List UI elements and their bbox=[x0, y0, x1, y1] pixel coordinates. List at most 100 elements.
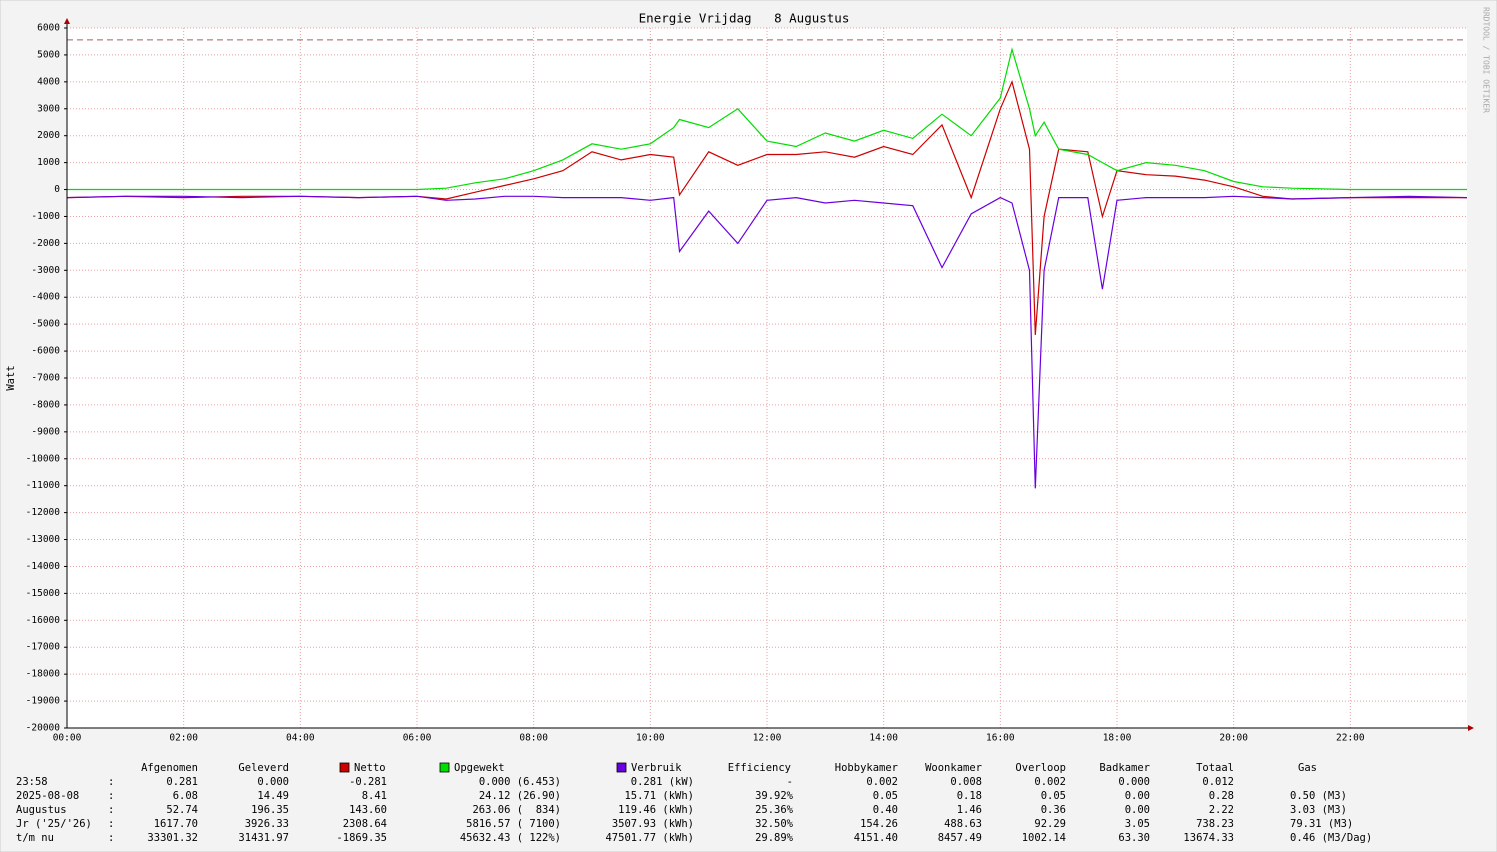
x-tick-label: 00:00 bbox=[53, 733, 82, 744]
x-tick-label: 10:00 bbox=[636, 733, 665, 744]
table-cell: -0.281 bbox=[349, 776, 387, 788]
table-cell: 24.12 (26.90) bbox=[479, 790, 561, 802]
series-line bbox=[66, 79, 1467, 335]
row-label: 23:58 bbox=[16, 776, 48, 788]
table-cell: 5816.57 ( 7100) bbox=[466, 818, 561, 830]
table-cell: 263.06 ( 834) bbox=[472, 804, 561, 816]
table-cell: 154.26 bbox=[860, 818, 898, 830]
table-cell: 3.03 (M3) bbox=[1290, 804, 1347, 816]
row-label: Augustus bbox=[16, 804, 67, 816]
row-label: 2025-08-08 bbox=[16, 790, 79, 802]
table-cell: 32.50% bbox=[755, 818, 794, 830]
row-separator: : bbox=[108, 832, 114, 844]
table-cell: 1002.14 bbox=[1022, 832, 1066, 844]
y-tick-label: -1000 bbox=[31, 211, 60, 222]
x-tick-label: 04:00 bbox=[286, 733, 315, 744]
table-cell: -1869.35 bbox=[336, 832, 387, 844]
row-separator: : bbox=[108, 804, 114, 816]
y-tick-label: 0 bbox=[54, 184, 60, 195]
table-cell: 0.002 bbox=[866, 776, 898, 788]
table-cell: 92.29 bbox=[1034, 818, 1066, 830]
x-tick-label: 06:00 bbox=[403, 733, 432, 744]
table-cell: 0.000 bbox=[257, 776, 289, 788]
table-header: Efficiency bbox=[728, 762, 791, 774]
table-cell: 47501.77 (kWh) bbox=[605, 832, 694, 844]
row-separator: : bbox=[108, 776, 114, 788]
table-cell: 0.002 bbox=[1034, 776, 1066, 788]
x-tick-label: 20:00 bbox=[1219, 733, 1248, 744]
x-arrow bbox=[1468, 725, 1474, 731]
chart-title: Energie Vrijdag 8 Augustus bbox=[639, 11, 850, 26]
table-cell: 8457.49 bbox=[938, 832, 982, 844]
y-tick-label: -3000 bbox=[31, 265, 60, 276]
table-cell: 8.41 bbox=[362, 790, 387, 802]
x-tick-label: 02:00 bbox=[169, 733, 198, 744]
table-cell: 0.000 (6.453) bbox=[479, 776, 561, 788]
table-cell: 0.000 bbox=[1118, 776, 1150, 788]
table-cell: 33301.32 bbox=[147, 832, 198, 844]
table-cell: 119.46 (kWh) bbox=[618, 804, 694, 816]
y-tick-label: 6000 bbox=[37, 23, 60, 34]
y-tick-label: -15000 bbox=[26, 588, 61, 599]
legend-swatch bbox=[339, 762, 350, 773]
table-cell: 2.22 bbox=[1209, 804, 1234, 816]
row-separator: : bbox=[108, 790, 114, 802]
table-cell: 13674.33 bbox=[1183, 832, 1234, 844]
x-tick-label: 14:00 bbox=[869, 733, 898, 744]
y-tick-label: -18000 bbox=[26, 669, 61, 680]
series-line bbox=[67, 47, 1467, 191]
table-cell: 0.36 bbox=[1041, 804, 1066, 816]
legend-label: Verbruik bbox=[631, 762, 682, 774]
x-tick-label: 16:00 bbox=[986, 733, 1015, 744]
lines bbox=[66, 47, 1468, 489]
table-cell: 0.281 bbox=[166, 776, 198, 788]
table-cell: 3.05 bbox=[1125, 818, 1150, 830]
table-cell: 196.35 bbox=[251, 804, 289, 816]
table-cell: 6.08 bbox=[173, 790, 198, 802]
x-tick-label: 08:00 bbox=[519, 733, 548, 744]
table-cell: 0.00 bbox=[1125, 804, 1150, 816]
table-cell: 3507.93 (kWh) bbox=[612, 818, 694, 830]
table-cell: 488.63 bbox=[944, 818, 982, 830]
table-cell: 143.60 bbox=[349, 804, 387, 816]
row-label: t/m nu bbox=[16, 832, 54, 844]
y-tick-label: -7000 bbox=[31, 373, 60, 384]
table-cell: 52.74 bbox=[166, 804, 198, 816]
table-cell: 31431.97 bbox=[238, 832, 289, 844]
table-header: Geleverd bbox=[238, 762, 289, 774]
series-line bbox=[66, 195, 1468, 489]
table-cell: 3926.33 bbox=[245, 818, 289, 830]
row-label: Jr ('25/'26) bbox=[16, 818, 92, 830]
x-tick-label: 12:00 bbox=[753, 733, 782, 744]
table-cell: 738.23 bbox=[1196, 818, 1234, 830]
table-cell: 0.008 bbox=[950, 776, 982, 788]
y-arrow bbox=[64, 18, 70, 24]
table-cell: 0.05 bbox=[873, 790, 898, 802]
table-cell: 29.89% bbox=[755, 832, 794, 844]
x-tick-label: 22:00 bbox=[1336, 733, 1365, 744]
table-cell: 0.281 (kW) bbox=[631, 776, 694, 788]
y-tick-label: -19000 bbox=[26, 696, 61, 707]
legend-label: Opgewekt bbox=[454, 762, 505, 774]
table-cell: 0.012 bbox=[1202, 776, 1234, 788]
y-tick-label: -17000 bbox=[26, 642, 61, 653]
y-tick-label: 4000 bbox=[37, 76, 60, 87]
legend-label: Netto bbox=[354, 762, 386, 774]
table-cell: 0.18 bbox=[957, 790, 982, 802]
y-tick-label: -13000 bbox=[26, 534, 61, 545]
table-cell: 0.00 bbox=[1125, 790, 1150, 802]
table-cell: 25.36% bbox=[755, 804, 794, 816]
table-cell: 0.50 (M3) bbox=[1290, 790, 1347, 802]
table-cell: 2308.64 bbox=[343, 818, 387, 830]
table-cell: 45632.43 ( 122%) bbox=[460, 832, 561, 844]
y-tick-label: -14000 bbox=[26, 561, 61, 572]
y-tick-label: -6000 bbox=[31, 346, 60, 357]
y-tick-label: 2000 bbox=[37, 130, 60, 141]
y-tick-label: -4000 bbox=[31, 292, 60, 303]
table-header: Totaal bbox=[1196, 762, 1234, 774]
y-tick-label: -10000 bbox=[26, 453, 61, 464]
table-header: Overloop bbox=[1015, 762, 1066, 774]
table-cell: 39.92% bbox=[755, 790, 794, 802]
watermark: RRDTOOL / TOBI OETIKER bbox=[1482, 7, 1491, 113]
y-tick-label: -2000 bbox=[31, 238, 60, 249]
